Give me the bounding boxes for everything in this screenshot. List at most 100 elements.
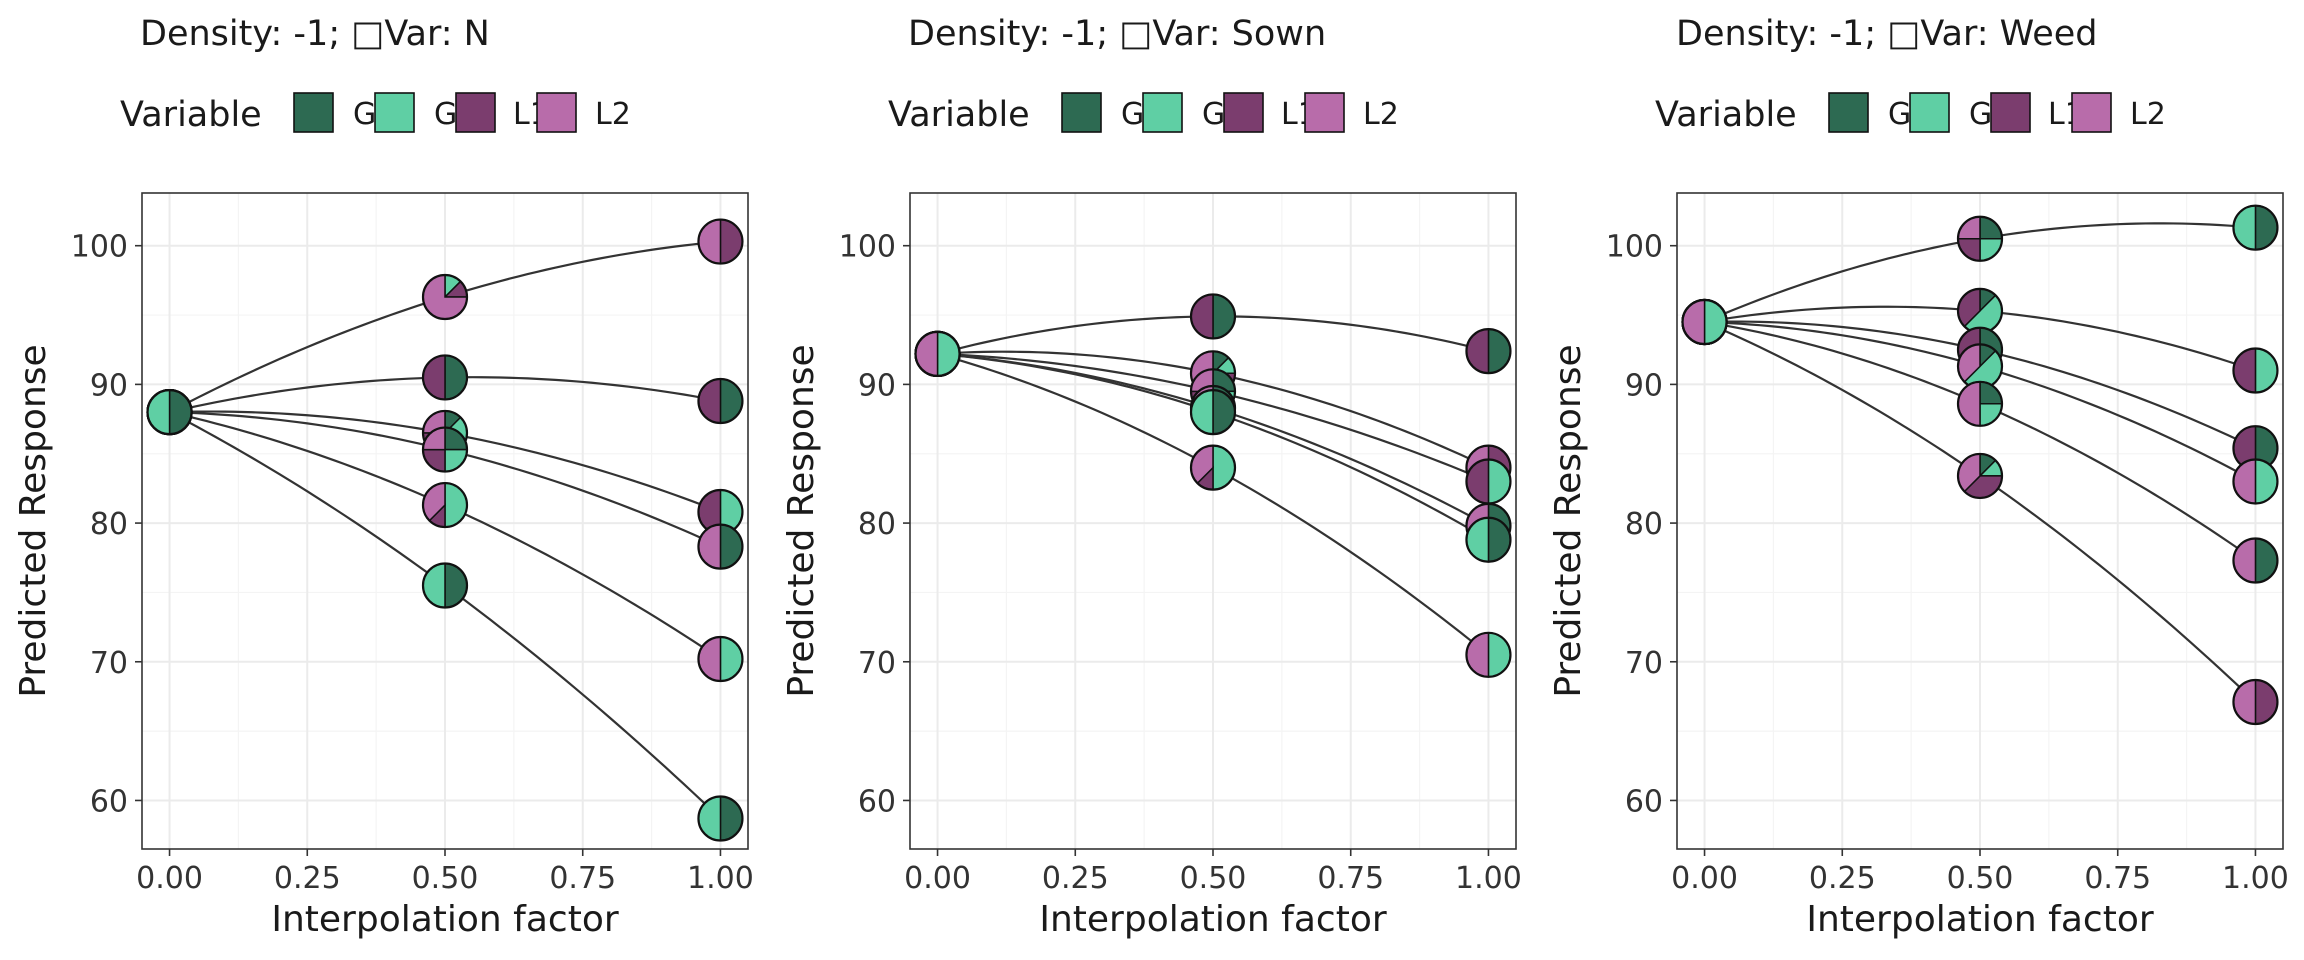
pie-wedge-l1: [2254, 679, 2279, 725]
y-tick-label: 70: [1625, 646, 1663, 681]
legend: Variable G1 G2 L1 L2: [120, 92, 631, 135]
legend-key-l2: [1304, 92, 1345, 133]
pie-outline: [1956, 215, 2004, 262]
pie-point: [914, 330, 961, 377]
pie-wedge-l2: [697, 523, 722, 570]
pie-outline: [1681, 298, 1728, 346]
x-tick-label: 0.75: [1317, 861, 1384, 896]
pie-outline: [1956, 380, 2004, 427]
legend-label-l2: L2: [1363, 97, 1399, 132]
pie-point: [2232, 204, 2279, 251]
legend-key-l2: [536, 92, 577, 133]
pie-outline: [421, 354, 469, 401]
pie-point: [421, 481, 469, 529]
pie-markers: [1681, 204, 2279, 726]
pie-wedge-l2: [1957, 381, 1981, 427]
pie-outline: [1465, 516, 1512, 563]
x-tick-label: 0.00: [136, 861, 203, 896]
pie-wedge-g2: [422, 562, 446, 609]
x-tick-label: 0.50: [1947, 861, 2014, 896]
gridlines: [1677, 193, 2283, 849]
pie-wedge-g2: [697, 795, 722, 842]
pie-outline: [146, 389, 193, 436]
pie-outline: [1465, 631, 1512, 678]
pie-point: [1465, 516, 1512, 563]
pie-wedge-l1: [2232, 347, 2257, 394]
pie-point: [1956, 380, 2004, 427]
chart-panel-2: Density: -1; □Var: Sown Variable G1 G2 L1 L2 0…: [781, 14, 1522, 940]
y-tick-label: 100: [71, 230, 128, 265]
pie-outline: [1956, 452, 2004, 500]
pie-wedge-g2: [2254, 347, 2279, 394]
pie-wedge-g2: [1212, 444, 1236, 491]
pie-point: [697, 488, 744, 536]
x-axis-title: Interpolation factor: [1039, 899, 1387, 940]
legend-key-l1: [1990, 92, 2031, 133]
pie-outline: [1189, 293, 1237, 340]
pie-outline: [697, 377, 744, 425]
pie-wedge-g1: [444, 354, 468, 401]
y-axis-title: Predicted Response: [1548, 344, 1589, 697]
y-tick-label: 80: [858, 507, 896, 542]
x-tick-label: 0.75: [2084, 861, 2151, 896]
y-tick-label: 70: [90, 646, 128, 681]
pie-wedge-l2: [2232, 679, 2257, 725]
pie-outline: [2232, 347, 2279, 394]
pie-wedge-l2: [1681, 299, 1706, 345]
pie-wedge-g1: [1212, 293, 1236, 340]
pie-outline: [914, 330, 961, 377]
pie-wedge-g1: [444, 562, 468, 609]
pie-point: [1189, 389, 1237, 436]
pie-wedge-l2: [697, 218, 722, 265]
pie-point: [1956, 215, 2004, 262]
legend-key-g1: [1828, 92, 1869, 133]
pie-point: [421, 354, 469, 401]
y-axis-title: Predicted Response: [13, 344, 54, 697]
x-tick-label: 0.25: [1809, 861, 1876, 896]
pie-wedge-g2: [936, 331, 961, 377]
pie-point: [1189, 293, 1237, 340]
y-tick-label: 70: [858, 646, 896, 681]
pie-outline: [697, 523, 744, 570]
pie-wedge-g2: [444, 482, 468, 528]
pie-wedge-g1: [2254, 204, 2279, 251]
x-tick-label: 0.00: [904, 861, 971, 896]
pie-wedge-g1: [168, 389, 193, 435]
gridlines: [910, 193, 1516, 849]
legend-title: Variable: [120, 95, 262, 135]
pie-wedge-g2: [2232, 204, 2257, 251]
pie-point: [697, 523, 744, 570]
pie-point: [421, 426, 469, 473]
legend-label-l2: L2: [595, 97, 631, 132]
pie-outline: [421, 481, 469, 529]
pie-markers: [914, 293, 1512, 678]
pie-wedge-g2: [146, 389, 171, 435]
panel-title: Density: -1; □Var: N: [140, 14, 490, 54]
pie-outline: [1189, 389, 1237, 436]
pie-point: [697, 377, 744, 425]
y-tick-label: 90: [1625, 368, 1663, 403]
pie-wedge-g1: [719, 795, 744, 842]
pie-wedge-l1: [1190, 293, 1214, 340]
pie-outline: [2232, 537, 2279, 584]
x-axis-title: Interpolation factor: [271, 899, 619, 940]
y-tick-label: 60: [90, 784, 128, 819]
pie-point: [2232, 537, 2279, 584]
pie-outline: [421, 273, 469, 321]
pie-point: [697, 635, 744, 683]
legend-key-l1: [455, 92, 496, 133]
pie-wedge-g2: [1703, 299, 1728, 345]
chart-panel-3: Density: -1; □Var: Weed Variable G1 G2 L1 L2 0…: [1548, 14, 2289, 940]
legend: Variable G1 G2 L1 L2: [888, 92, 1399, 135]
pie-outline: [2232, 678, 2279, 726]
pie-point: [1465, 631, 1512, 678]
legend-key-l2: [2071, 92, 2112, 133]
pie-point: [1956, 287, 2004, 334]
y-tick-label: 60: [1625, 784, 1663, 819]
legend-key-g1: [293, 92, 334, 133]
x-tick-label: 0.50: [1180, 861, 1247, 896]
y-tick-label: 100: [839, 230, 896, 265]
pie-point: [146, 389, 193, 436]
x-tick-label: 0.50: [412, 861, 479, 896]
